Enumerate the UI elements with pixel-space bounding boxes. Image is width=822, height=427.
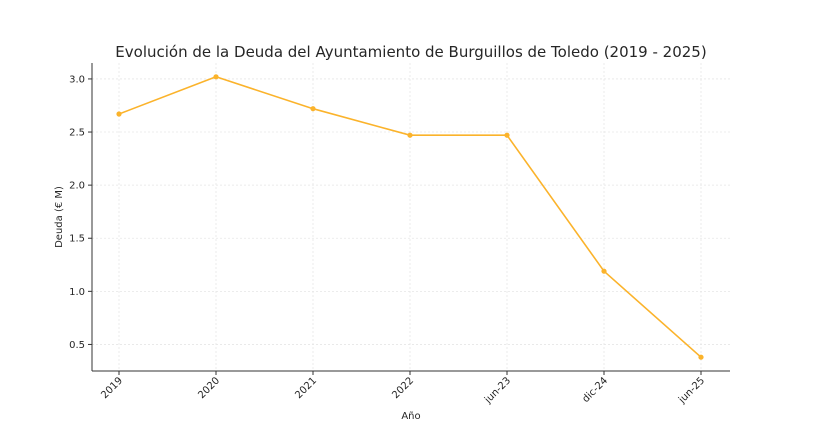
y-tick-label: 0.5	[69, 340, 85, 351]
y-axis-label: Deuda (€ M)	[54, 186, 65, 248]
data-point	[310, 106, 316, 112]
debt-series	[116, 74, 704, 360]
x-tick-label: jun-23	[482, 375, 513, 406]
axes	[91, 63, 730, 372]
data-point	[698, 354, 704, 360]
data-point	[213, 74, 219, 80]
data-point	[504, 132, 510, 138]
x-tick-label: 2022	[390, 375, 416, 401]
y-tick-label: 3.0	[69, 74, 85, 85]
chart-title: Evolución de la Deuda del Ayuntamiento d…	[115, 43, 706, 61]
y-ticks: 0.5 1.0 1.5 2.0 2.5 3.0	[69, 74, 92, 351]
y-tick-label: 2.0	[69, 181, 85, 192]
data-point	[601, 268, 607, 274]
data-point	[407, 132, 413, 138]
x-tick-label: 2020	[196, 375, 222, 401]
y-tick-label: 1.0	[69, 287, 85, 298]
y-tick-label: 1.5	[69, 234, 85, 245]
y-tick-label: 2.5	[69, 128, 85, 139]
x-tick-label: 2021	[293, 375, 319, 401]
x-ticks: 2019 2020 2021 2022 jun-23 dic-24 jun-25	[99, 371, 707, 406]
x-tick-label: jun-25	[676, 375, 707, 406]
grid	[92, 63, 730, 371]
x-tick-label: dic-24	[580, 375, 610, 405]
x-axis-label: Año	[401, 411, 420, 422]
data-point	[116, 111, 122, 117]
x-tick-label: 2019	[99, 375, 125, 401]
